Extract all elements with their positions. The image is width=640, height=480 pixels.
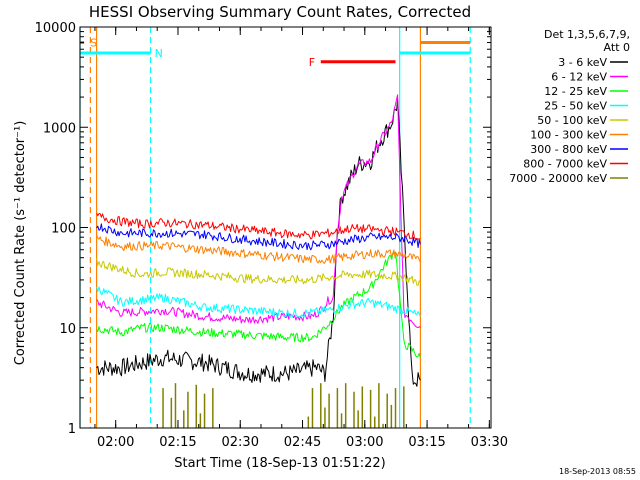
data-series-group xyxy=(96,94,421,428)
legend-label: 12 - 25 keV xyxy=(544,85,607,98)
y-tick-label: 1000 xyxy=(43,121,76,136)
flag-label-f: F xyxy=(309,56,315,69)
legend-label: 3 - 6 keV xyxy=(558,56,607,69)
x-axis-label: Start Time (18-Sep-13 01:51:22) xyxy=(174,456,385,471)
legend-label: 800 - 7000 keV xyxy=(523,158,607,171)
series-3-6-kev-line xyxy=(96,98,421,387)
x-tick-label: 03:30 xyxy=(471,435,508,450)
y-tick-label: 1 xyxy=(68,422,76,437)
footer-timestamp: 18-Sep-2013 08:55 xyxy=(559,467,636,476)
y-tick-label: 10 xyxy=(59,322,76,337)
y-tick-label: 10000 xyxy=(35,21,76,36)
y-tick-label: 100 xyxy=(51,222,76,237)
x-tick-label: 02:15 xyxy=(159,435,196,450)
x-tick-label: 02:45 xyxy=(284,435,321,450)
legend-header-attenuator: Att 0 xyxy=(604,41,630,54)
legend-label: 6 - 12 keV xyxy=(551,71,607,84)
axes-group: 1 10 100 1000 10000 02:00 02:15 02:30 02:45 03:00… xyxy=(35,21,508,450)
y-axis-label: Corrected Count Rate (s⁻¹ detector⁻¹) xyxy=(13,121,28,366)
series-25-50-kev-line xyxy=(96,286,421,318)
series-100-300-kev-line xyxy=(96,234,421,264)
x-tick-label: 02:00 xyxy=(97,435,134,450)
series-300-800-kev-line xyxy=(96,223,421,251)
series-12-25-kev-line xyxy=(96,251,421,359)
series-800-7000-kev-line xyxy=(96,213,421,240)
legend-label: 25 - 50 keV xyxy=(544,100,607,113)
x-tick-label: 03:15 xyxy=(408,435,445,450)
x-tick-label: 03:00 xyxy=(346,435,383,450)
legend-header-detectors: Det 1,3,5,6,7,9, xyxy=(544,28,630,41)
legend-label: 7000 - 20000 keV xyxy=(509,172,607,185)
series-6-12-kev-line xyxy=(96,94,421,329)
x-tick-label: 02:30 xyxy=(222,435,259,450)
flag-bars: S N F xyxy=(80,37,471,69)
flag-label-n: N xyxy=(155,47,163,60)
legend-label: 50 - 100 keV xyxy=(537,114,607,127)
chart-title: HESSI Observing Summary Count Rates, Cor… xyxy=(89,3,471,21)
legend-label: 100 - 300 keV xyxy=(530,129,607,142)
series-50-100-kev-line xyxy=(96,257,421,286)
legend-label: 300 - 800 keV xyxy=(530,143,607,156)
flag-label-s: S xyxy=(90,37,97,50)
